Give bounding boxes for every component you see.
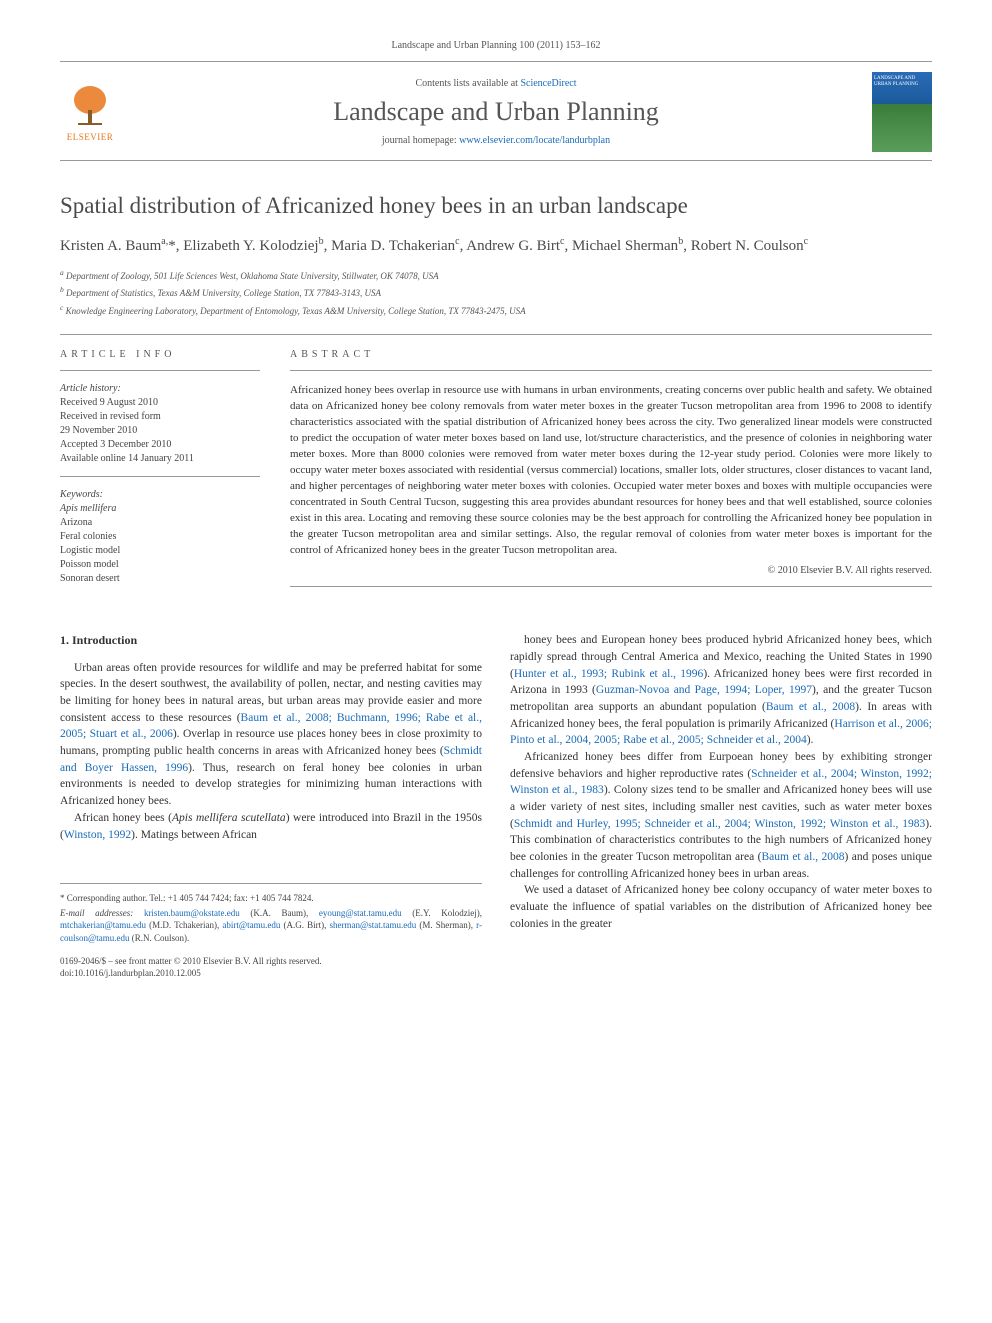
- article-history-block: Article history: Received 9 August 2010R…: [60, 383, 260, 477]
- history-line: Received in revised form: [60, 410, 260, 424]
- footnote-separator: [60, 883, 482, 892]
- journal-name: Landscape and Urban Planning: [120, 97, 872, 127]
- keyword-item: Feral colonies: [60, 530, 260, 544]
- keywords-list: Apis melliferaArizonaFeral coloniesLogis…: [60, 502, 260, 586]
- affiliation-line: b Department of Statistics, Texas A&M Un…: [60, 284, 932, 301]
- keywords-block: Keywords: Apis melliferaArizonaFeral col…: [60, 489, 260, 596]
- body-paragraph: Africanized honey bees differ from Eurpo…: [510, 749, 932, 882]
- section-heading: 1. Introduction: [60, 632, 482, 649]
- email-link[interactable]: abirt@tamu.edu: [222, 920, 280, 930]
- keyword-item: Logistic model: [60, 544, 260, 558]
- contents-available-line: Contents lists available at ScienceDirec…: [120, 78, 872, 89]
- elsevier-tree-icon: [68, 82, 112, 130]
- affiliation-line: c Knowledge Engineering Laboratory, Depa…: [60, 302, 932, 319]
- abstract-copyright: © 2010 Elsevier B.V. All rights reserved…: [290, 565, 932, 587]
- sciencedirect-link[interactable]: ScienceDirect: [520, 78, 576, 89]
- section-number: 1.: [60, 633, 69, 647]
- publisher-name: ELSEVIER: [67, 132, 114, 142]
- body-left-column: 1. Introduction Urban areas often provid…: [60, 632, 482, 979]
- cover-title: LANDSCAPE AND URBAN PLANNING: [874, 76, 930, 87]
- section-title: Introduction: [72, 633, 137, 647]
- history-line: Received 9 August 2010: [60, 396, 260, 410]
- article-title: Spatial distribution of Africanized hone…: [60, 191, 932, 221]
- doi-block: 0169-2046/$ – see front matter © 2010 El…: [60, 955, 482, 980]
- header-center: Contents lists available at ScienceDirec…: [120, 78, 872, 146]
- body-paragraph: We used a dataset of Africanized honey b…: [510, 882, 932, 932]
- homepage-label: journal homepage:: [382, 135, 459, 146]
- article-info-sidebar: article info Article history: Received 9…: [60, 349, 260, 608]
- email-addresses: E-mail addresses: kristen.baum@okstate.e…: [60, 907, 482, 945]
- homepage-link[interactable]: www.elsevier.com/locate/landurbplan: [459, 135, 610, 146]
- body-right-column: honey bees and European honey bees produ…: [510, 632, 932, 979]
- journal-homepage-line: journal homepage: www.elsevier.com/locat…: [120, 135, 872, 146]
- article-info-heading: article info: [60, 349, 260, 371]
- history-lines: Received 9 August 2010Received in revise…: [60, 396, 260, 466]
- abstract-heading: abstract: [290, 349, 932, 371]
- info-abstract-row: article info Article history: Received 9…: [60, 334, 932, 608]
- affiliations-block: a Department of Zoology, 501 Life Scienc…: [60, 267, 932, 319]
- journal-cover-thumbnail: LANDSCAPE AND URBAN PLANNING: [872, 72, 932, 152]
- body-paragraph: Urban areas often provide resources for …: [60, 660, 482, 810]
- history-line: Available online 14 January 2011: [60, 452, 260, 466]
- body-two-column: 1. Introduction Urban areas often provid…: [60, 632, 932, 979]
- email-link[interactable]: kristen.baum@okstate.edu: [144, 908, 240, 918]
- email-link[interactable]: eyoung@stat.tamu.edu: [319, 908, 402, 918]
- email-link[interactable]: sherman@stat.tamu.edu: [330, 920, 417, 930]
- affiliation-line: a Department of Zoology, 501 Life Scienc…: [60, 267, 932, 284]
- email-link[interactable]: mtchakerian@tamu.edu: [60, 920, 146, 930]
- page-container: Landscape and Urban Planning 100 (2011) …: [0, 0, 992, 1020]
- keywords-label: Keywords:: [60, 489, 260, 500]
- keyword-item: Arizona: [60, 516, 260, 530]
- body-paragraph: African honey bees (Apis mellifera scute…: [60, 810, 482, 843]
- keyword-item: Sonoran desert: [60, 572, 260, 586]
- issn-line: 0169-2046/$ – see front matter © 2010 El…: [60, 955, 482, 968]
- citation-line: Landscape and Urban Planning 100 (2011) …: [60, 40, 932, 51]
- body-paragraph: honey bees and European honey bees produ…: [510, 632, 932, 749]
- footnotes-block: * Corresponding author. Tel.: +1 405 744…: [60, 892, 482, 944]
- corresponding-author: * Corresponding author. Tel.: +1 405 744…: [60, 892, 482, 905]
- keyword-item: Poisson model: [60, 558, 260, 572]
- contents-text: Contents lists available at: [415, 78, 520, 89]
- history-line: Accepted 3 December 2010: [60, 438, 260, 452]
- abstract-text: Africanized honey bees overlap in resour…: [290, 383, 932, 558]
- history-line: 29 November 2010: [60, 424, 260, 438]
- publisher-logo: ELSEVIER: [60, 77, 120, 147]
- abstract-column: abstract Africanized honey bees overlap …: [290, 349, 932, 608]
- doi-line: doi:10.1016/j.landurbplan.2010.12.005: [60, 967, 482, 980]
- journal-header: ELSEVIER Contents lists available at Sci…: [60, 61, 932, 161]
- authors-line: Kristen A. Bauma,*, Elizabeth Y. Kolodzi…: [60, 235, 932, 257]
- keyword-item: Apis mellifera: [60, 502, 260, 516]
- history-label: Article history:: [60, 383, 260, 394]
